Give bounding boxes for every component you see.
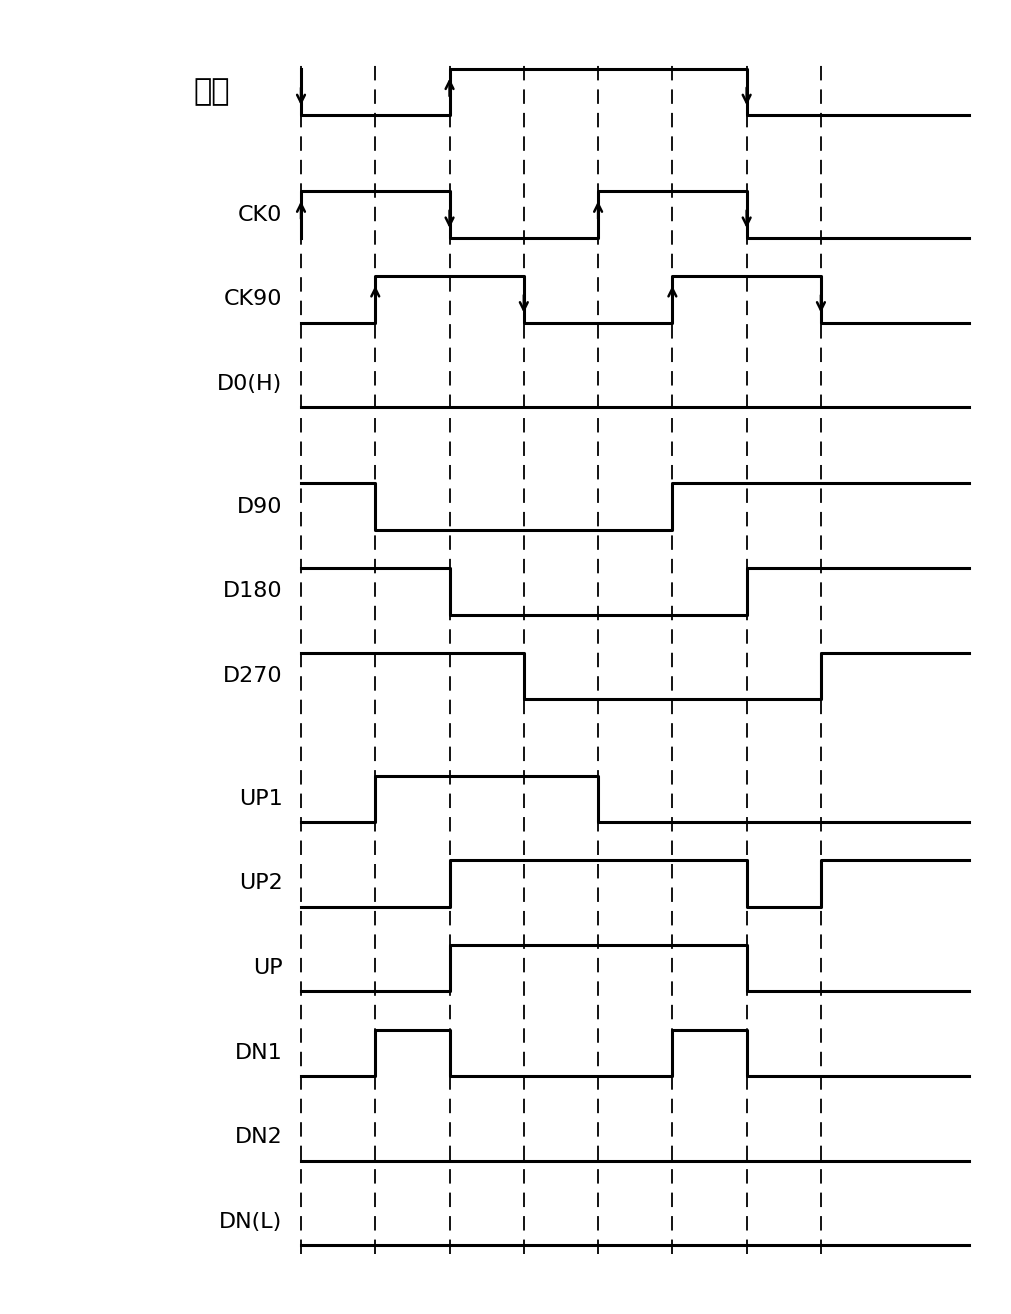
Text: D0(H): D0(H) bbox=[217, 374, 282, 394]
Text: DN2: DN2 bbox=[235, 1127, 282, 1147]
Text: DN(L): DN(L) bbox=[219, 1212, 282, 1233]
Text: 数据: 数据 bbox=[193, 78, 229, 106]
Text: CK0: CK0 bbox=[238, 205, 282, 225]
Text: D90: D90 bbox=[237, 497, 282, 516]
Text: D180: D180 bbox=[222, 581, 282, 602]
Text: CK90: CK90 bbox=[223, 289, 282, 309]
Text: UP: UP bbox=[253, 958, 282, 978]
Text: DN1: DN1 bbox=[235, 1043, 282, 1063]
Text: UP2: UP2 bbox=[239, 874, 282, 894]
Text: D270: D270 bbox=[222, 666, 282, 686]
Text: UP1: UP1 bbox=[239, 788, 282, 809]
